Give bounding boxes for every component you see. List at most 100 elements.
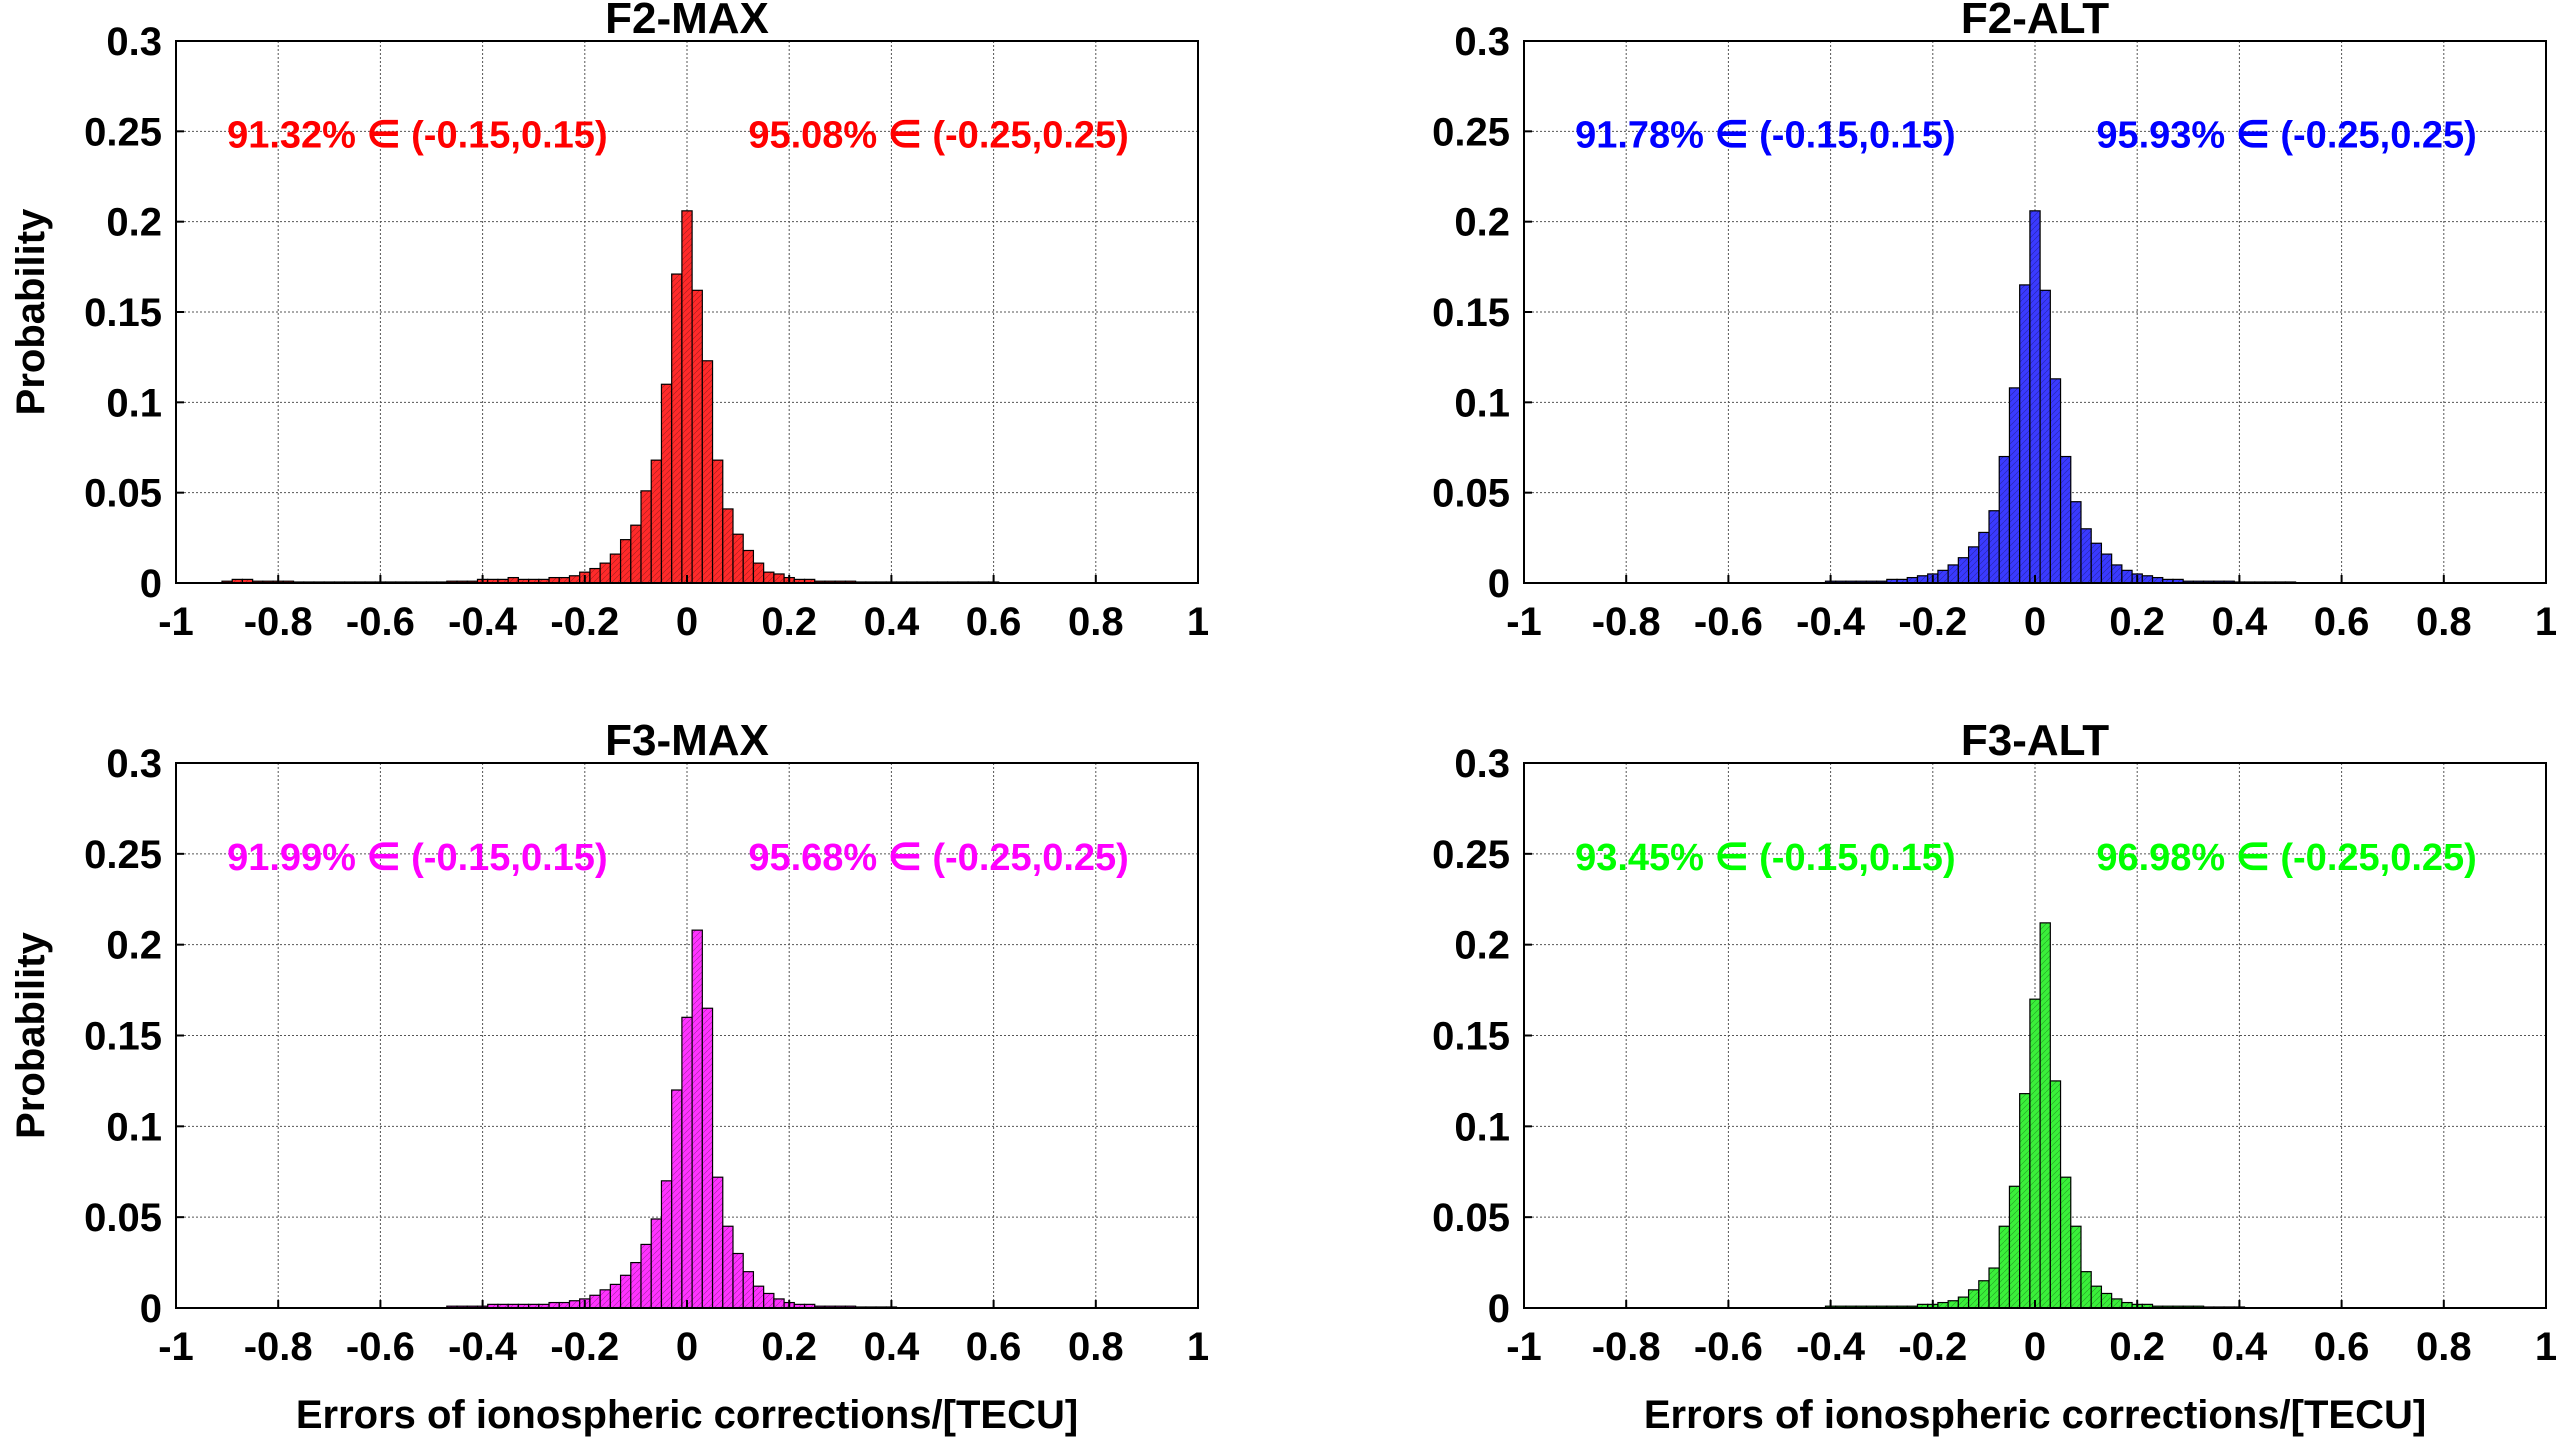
histogram-bar-hatch — [2121, 1302, 2133, 1308]
range-annotation: 95.93% ∈ (-0.25,0.25) — [2096, 114, 2477, 156]
histogram-bar-hatch — [2142, 1304, 2153, 1308]
histogram-bar-hatch — [702, 360, 713, 583]
histogram-bar-hatch — [2070, 501, 2081, 583]
range-annotation: 91.78% ∈ (-0.15,0.15) — [1575, 114, 1956, 156]
histogram-bar-hatch — [610, 554, 621, 583]
x-tick-label: -0.6 — [1694, 600, 1763, 644]
histogram-bar-hatch — [1907, 577, 1918, 583]
histogram-bar-hatch — [763, 572, 774, 583]
histogram-bar-hatch — [487, 579, 498, 583]
y-tick-label: 0.15 — [84, 1015, 162, 1059]
y-tick-label: 0 — [140, 1287, 162, 1331]
histogram-bar-hatch — [242, 579, 253, 583]
histogram-bar-hatch — [2050, 378, 2061, 583]
x-tick-label: 0.8 — [2416, 600, 2472, 644]
y-tick-label: 0.2 — [106, 201, 162, 245]
histogram-bar-hatch — [1917, 1304, 1928, 1308]
x-tick-label: 0.6 — [966, 1325, 1022, 1369]
y-tick-label: 0.05 — [1432, 472, 1510, 516]
histogram-bar-hatch — [549, 577, 560, 583]
y-tick-label: 0.2 — [1454, 201, 1510, 245]
histogram-bar-hatch — [2019, 284, 2030, 583]
histogram-bar-hatch — [804, 579, 815, 583]
histogram-bar-hatch — [641, 1244, 652, 1308]
histogram-bar-hatch — [1937, 1302, 1949, 1308]
histogram-bar-hatch — [712, 1177, 723, 1308]
y-tick-label: 0.1 — [106, 1105, 162, 1149]
x-tick-label: -1 — [1506, 600, 1542, 644]
x-tick-label: -0.4 — [448, 600, 518, 644]
y-tick-label: 0.25 — [84, 833, 162, 877]
x-tick-label: 0.4 — [864, 600, 920, 644]
x-axis-label: Errors of ionospheric corrections/[TECU] — [296, 1393, 1078, 1437]
x-tick-label: 0.2 — [761, 600, 817, 644]
histogram-bar-hatch — [508, 577, 519, 583]
x-tick-label: -0.6 — [346, 1325, 415, 1369]
histogram-bar-hatch — [743, 550, 754, 583]
histogram-bar-hatch — [2040, 290, 2051, 583]
y-axis-label: Probability — [9, 931, 53, 1138]
histogram-bar-hatch — [1989, 510, 2000, 583]
y-tick-label: 0.15 — [1432, 291, 1510, 335]
histogram-bar-hatch — [620, 1275, 631, 1308]
y-tick-label: 0.25 — [1432, 833, 1510, 877]
range-annotation: 93.45% ∈ (-0.15,0.15) — [1575, 837, 1956, 879]
histogram-bar-hatch — [2009, 1186, 2020, 1308]
histogram-bar-hatch — [2101, 554, 2112, 583]
y-axis-label: Probability — [9, 208, 53, 415]
histogram-bar-hatch — [600, 563, 611, 583]
histogram-bar-hatch — [589, 1295, 601, 1308]
x-tick-label: 1 — [2535, 1325, 2557, 1369]
range-annotation: 96.98% ∈ (-0.25,0.25) — [2096, 837, 2477, 879]
histogram-bar-hatch — [773, 1298, 785, 1308]
histogram-bar-hatch — [732, 1253, 744, 1308]
histogram-bar-hatch — [2080, 1271, 2092, 1308]
histogram-bar-hatch — [692, 930, 703, 1308]
histogram-bar-hatch — [1897, 579, 1908, 583]
y-tick-label: 0.1 — [106, 381, 162, 425]
histogram-bar-hatch — [589, 568, 601, 583]
histogram-bar-hatch — [538, 1304, 550, 1308]
x-tick-label: 1 — [2535, 600, 2557, 644]
x-tick-label: -1 — [1506, 1325, 1542, 1369]
histogram-bar-hatch — [559, 1302, 570, 1308]
histogram-bar-hatch — [794, 1304, 805, 1308]
histogram-bar-hatch — [1978, 532, 1990, 583]
y-tick-label: 0.3 — [1454, 20, 1510, 64]
histogram-bar-hatch — [732, 534, 744, 583]
histogram-bar-hatch — [1917, 575, 1928, 583]
histogram-bar-hatch — [641, 490, 652, 583]
y-tick-label: 0.25 — [84, 110, 162, 154]
histogram-bar-hatch — [1978, 1280, 1990, 1308]
x-tick-label: -0.4 — [1796, 600, 1866, 644]
histogram-bar-hatch — [671, 1090, 682, 1308]
y-tick-label: 0.2 — [106, 924, 162, 968]
histogram-bar-hatch — [518, 1304, 529, 1308]
histogram-bar-hatch — [1968, 1289, 1979, 1308]
x-tick-label: -0.8 — [1592, 600, 1661, 644]
panel-f2-max: -1 -0.8 -0.6 -0.4 -0.2 0 0.2 0.4 0.6 0.8 1 0 0.05 0.1… — [9, 0, 1209, 644]
histogram-bar-hatch — [661, 384, 672, 583]
x-tick-label: -0.8 — [244, 600, 313, 644]
histogram-bar-hatch — [2080, 528, 2092, 583]
histogram-bar-hatch — [681, 1017, 693, 1308]
x-tick-label: -0.6 — [346, 600, 415, 644]
histogram-bar-hatch — [610, 1284, 621, 1308]
histogram-bar-hatch — [804, 1304, 815, 1308]
histogram-bar-hatch — [508, 1304, 519, 1308]
x-tick-label: 0.6 — [966, 600, 1022, 644]
histogram-bar-hatch — [2029, 999, 2041, 1308]
histogram-bar-hatch — [1886, 579, 1898, 583]
x-tick-label: 1 — [1187, 1325, 1209, 1369]
x-tick-label: -0.2 — [1898, 1325, 1967, 1369]
histogram-bar-hatch — [1948, 1300, 1959, 1308]
y-tick-label: 0.3 — [106, 20, 162, 64]
panel-f2-alt: -1 -0.8 -0.6 -0.4 -0.2 0 0.2 0.4 0.6 0.8 1 0 0.05 0.1… — [1432, 0, 2557, 644]
y-tick-label: 0.2 — [1454, 924, 1510, 968]
range-annotation: 95.68% ∈ (-0.25,0.25) — [748, 837, 1129, 879]
range-annotation: 95.08% ∈ (-0.25,0.25) — [748, 114, 1129, 156]
histogram-bar-hatch — [2172, 579, 2184, 583]
histogram-bar-hatch — [753, 1286, 764, 1308]
x-tick-label: -0.4 — [1796, 1325, 1866, 1369]
